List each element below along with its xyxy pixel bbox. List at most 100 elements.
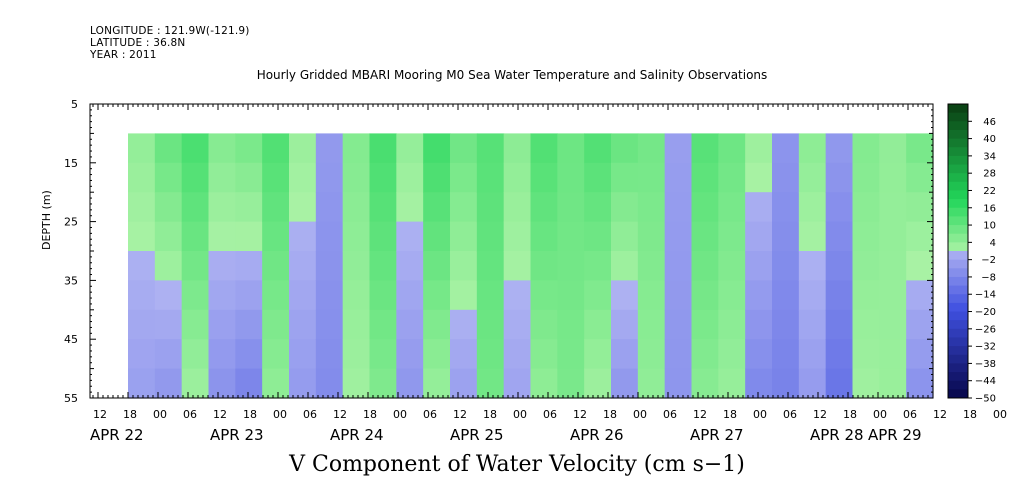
heatmap-cell (289, 162, 317, 193)
heatmap-cell (423, 251, 451, 281)
heatmap-cell (423, 133, 451, 164)
heatmap-cell (798, 162, 827, 193)
heatmap-cell (396, 309, 424, 340)
heatmap-cell (611, 221, 639, 252)
heatmap-cell (745, 133, 773, 164)
heatmap-cell (718, 192, 746, 223)
heatmap-cell (262, 221, 290, 252)
heatmap-cell (798, 251, 827, 281)
heatmap-cell (557, 133, 585, 164)
x-hour-tick-label: 06 (903, 408, 917, 421)
heatmap-cell (879, 251, 907, 281)
heatmap-cell (772, 251, 800, 281)
heatmap-cell (128, 309, 156, 340)
heatmap-cell (798, 192, 827, 223)
x-hour-tick-label: 12 (213, 408, 227, 421)
heatmap-cell (557, 280, 585, 311)
heatmap-cell (879, 339, 907, 370)
heatmap-cell (208, 280, 236, 311)
heatmap-cell (852, 221, 880, 252)
x-day-label: APR 25 (450, 426, 504, 444)
heatmap-cell (181, 309, 210, 340)
x-axis: 12 18 00 06 12 18 00 06 12 18 00 06 12 18 00 06 12 18 00 06… (90, 104, 1007, 444)
colorbar-swatch (948, 380, 968, 390)
heatmap-cell (369, 162, 397, 193)
heatmap-cell (557, 309, 585, 340)
meta-longitude: LONGITUDE : 121.9W(-121.9) (90, 25, 250, 37)
heatmap-cell (450, 162, 478, 193)
heatmap-cell (154, 221, 183, 252)
heatmap-cell (503, 309, 532, 340)
x-hour-tick-label: 00 (153, 408, 167, 421)
heatmap-cell (772, 221, 800, 252)
heatmap-cell (718, 251, 746, 281)
heatmap-cell (503, 251, 532, 281)
heatmap-cell (745, 368, 773, 399)
x-hour-tick-label: 06 (183, 408, 197, 421)
heatmap-cell (128, 133, 156, 164)
x-hour-tick-label: 12 (453, 408, 467, 421)
heatmap-cell (718, 133, 746, 164)
heatmap-cell (798, 280, 827, 311)
heatmap-cell (530, 133, 558, 164)
heatmap-cell (315, 221, 344, 252)
heatmap-cell (691, 339, 719, 370)
x-hour-tick-label: 00 (873, 408, 887, 421)
heatmap-cell (906, 221, 934, 252)
heatmap-cell (262, 309, 290, 340)
heatmap-cell (530, 221, 558, 252)
heatmap-cell (530, 251, 558, 281)
heatmap-cell (664, 192, 693, 223)
heatmap-cell (798, 221, 827, 252)
x-day-label: APR 29 (868, 426, 922, 444)
heatmap-cell (476, 221, 505, 252)
y-tick-label: 35 (64, 274, 78, 287)
heatmap-cell (611, 280, 639, 311)
heatmap-cell (879, 309, 907, 340)
heatmap-cell (637, 251, 666, 281)
heatmap-cell (772, 133, 800, 164)
x-hour-tick-label: 00 (273, 408, 287, 421)
heatmap-cell (342, 339, 371, 370)
heatmap-cell (235, 133, 263, 164)
heatmap-cell (128, 251, 156, 281)
heatmap-cell (181, 192, 210, 223)
heatmap-cell (396, 339, 424, 370)
colorbar-swatch (948, 346, 968, 356)
meta-latitude: LATITUDE : 36.8N (90, 37, 186, 49)
heatmap-cell (128, 221, 156, 252)
colorbar-swatch (948, 129, 968, 140)
heatmap-cell (154, 339, 183, 370)
heatmap-cell (664, 162, 693, 193)
heatmap-cell (235, 339, 263, 370)
heatmap-cell (476, 192, 505, 223)
heatmap-cell (691, 192, 719, 223)
heatmap-cell (664, 368, 693, 399)
heatmap-cell (906, 339, 934, 370)
heatmap-cell (450, 221, 478, 252)
x-hour-tick-label: 18 (243, 408, 257, 421)
heatmap-cell (530, 280, 558, 311)
x-hour-tick-label: 18 (843, 408, 857, 421)
heatmap-cell (476, 368, 505, 399)
heatmap-cell (611, 309, 639, 340)
heatmap-cell (154, 192, 183, 223)
x-hour-tick-label: 18 (963, 408, 977, 421)
heatmap-cell (906, 192, 934, 223)
heatmap-cell (315, 192, 344, 223)
heatmap-cell (181, 162, 210, 193)
colorbar-swatch (948, 121, 968, 131)
x-hour-tick-label: 12 (693, 408, 707, 421)
colorbar-swatch (948, 285, 968, 295)
heatmap-cell (557, 221, 585, 252)
heatmap-cell (584, 133, 612, 164)
heatmap-cell (530, 192, 558, 223)
heatmap-cell (852, 133, 880, 164)
heatmap-cell (879, 192, 907, 223)
heatmap-cell (611, 162, 639, 193)
heatmap-cell (128, 280, 156, 311)
heatmap-cell (557, 339, 585, 370)
heatmap-cell (825, 309, 854, 340)
heatmap-cell (637, 162, 666, 193)
